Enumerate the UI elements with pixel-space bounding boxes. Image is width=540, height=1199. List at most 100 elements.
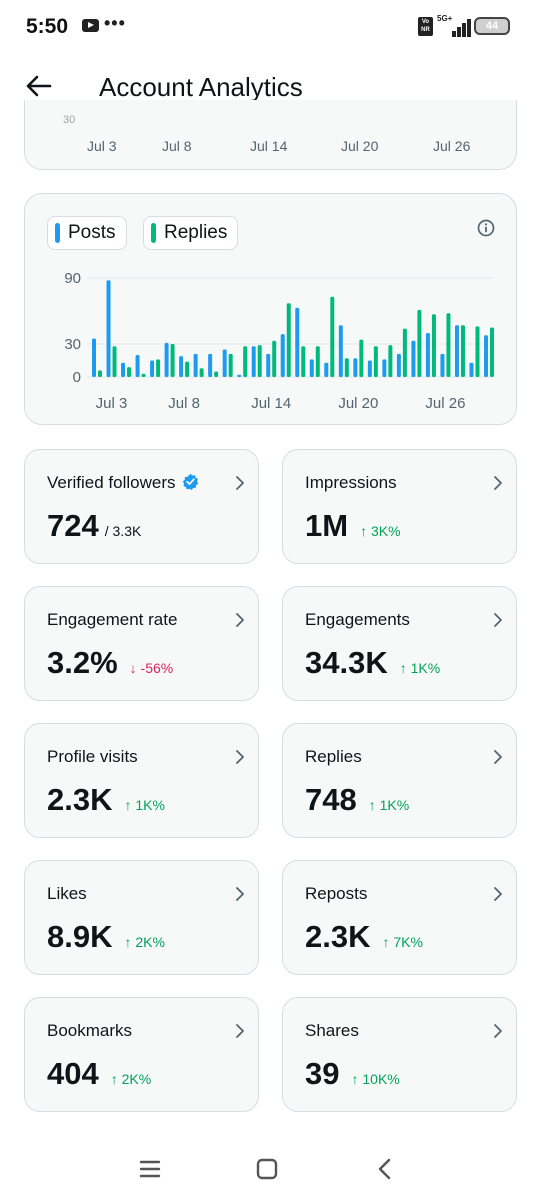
bar-posts — [411, 340, 416, 377]
bar-posts — [222, 349, 227, 377]
chevron-right-icon — [236, 613, 244, 627]
stat-card[interactable]: Impressions 1M ↑ 3K% — [282, 449, 517, 564]
home-icon[interactable] — [252, 1154, 282, 1184]
bar-posts — [484, 335, 488, 377]
bar-posts — [251, 346, 256, 377]
chevron-right-icon — [494, 613, 502, 627]
stat-label: Bookmarks — [47, 1021, 132, 1041]
stat-label-text: Shares — [305, 1021, 359, 1040]
bar-posts — [135, 355, 140, 377]
bar-posts — [121, 362, 126, 377]
bar-replies — [475, 326, 480, 377]
bar-replies — [156, 359, 161, 377]
stat-label: Verified followers — [47, 473, 199, 493]
signal-icon — [440, 17, 471, 37]
stat-value: 2.3K — [305, 919, 371, 954]
legend-label: Replies — [164, 222, 228, 243]
y-tick-label: 0 — [73, 369, 81, 386]
verified-badge-icon — [182, 473, 198, 490]
stat-label-text: Replies — [305, 747, 362, 766]
bar-replies — [330, 296, 335, 377]
legend-replies[interactable]: Replies — [143, 216, 239, 250]
stat-card[interactable]: Engagements 34.3K ↑ 1K% — [282, 586, 517, 701]
info-circle-icon[interactable] — [476, 218, 496, 238]
bar-posts — [425, 333, 430, 377]
bar-posts — [353, 358, 358, 377]
chevron-right-icon — [494, 887, 502, 901]
back-button[interactable] — [22, 68, 58, 104]
bar-replies — [272, 340, 277, 377]
network-type: 5G+ — [437, 14, 453, 23]
stat-label-text: Verified followers — [47, 473, 176, 492]
x-tick-label: Jul 3 — [96, 395, 128, 412]
system-nav-bar — [0, 1140, 540, 1199]
stat-value: 39 — [305, 1056, 340, 1091]
stat-label: Shares — [305, 1021, 359, 1041]
stat-value: 8.9K — [47, 919, 113, 954]
stat-value-row: 748 ↑ 1K% — [305, 782, 409, 818]
bar-replies — [417, 309, 422, 377]
stat-total: / 3.3K — [104, 523, 142, 539]
bar-replies — [185, 361, 190, 377]
stat-label-text: Reposts — [305, 884, 368, 903]
stat-card[interactable]: Replies 748 ↑ 1K% — [282, 723, 517, 838]
stat-label-text: Engagements — [305, 610, 410, 629]
more-notifications-icon: ••• — [104, 13, 126, 33]
stat-value: 748 — [305, 782, 357, 817]
stat-card[interactable]: Engagement rate 3.2% ↓ -56% — [24, 586, 259, 701]
stat-value-row: 34.3K ↑ 1K% — [305, 645, 440, 681]
bar-replies — [199, 368, 204, 377]
stat-label-text: Likes — [47, 884, 87, 903]
status-time: 5:50 — [26, 15, 69, 38]
bar-posts — [324, 362, 329, 377]
stat-label: Likes — [47, 884, 87, 904]
bar-posts — [179, 356, 184, 377]
stat-value: 3.2% — [47, 645, 118, 680]
x-tick-label: Jul 8 — [168, 395, 200, 412]
stat-label-text: Profile visits — [47, 747, 138, 766]
stat-change: ↑ 7K% — [382, 934, 423, 950]
bar-replies — [112, 346, 117, 377]
stat-card[interactable]: Bookmarks 404 ↑ 2K% — [24, 997, 259, 1112]
stat-value-row: 404 ↑ 2K% — [47, 1056, 151, 1092]
followers-chart-card[interactable]: 30 Jul 3 Jul 8 Jul 14 Jul 20 Jul 26 — [24, 100, 517, 170]
bar-posts — [164, 342, 169, 377]
stat-value-row: 3.2% ↓ -56% — [47, 645, 173, 681]
chevron-right-icon — [236, 750, 244, 764]
bar-replies — [460, 325, 465, 377]
page-title: Account Analytics — [99, 72, 303, 102]
stat-card[interactable]: Profile visits 2.3K ↑ 1K% — [24, 723, 259, 838]
bar-posts — [396, 353, 401, 377]
stat-value-row: 39 ↑ 10K% — [305, 1056, 400, 1092]
stat-card[interactable]: Shares 39 ↑ 10K% — [282, 997, 517, 1112]
stat-card[interactable]: Verified followers 724 / 3.3K — [24, 449, 259, 564]
bar-replies — [359, 339, 364, 377]
bar-posts — [382, 359, 387, 377]
stat-value: 404 — [47, 1056, 99, 1091]
x-tick-label: Jul 14 — [251, 395, 291, 412]
y-tick-label: 30 — [63, 114, 76, 126]
y-tick-label: 90 — [64, 270, 81, 287]
stat-label: Reposts — [305, 884, 367, 904]
stat-value-row: 724 / 3.3K — [47, 508, 141, 544]
bar-replies — [141, 373, 146, 377]
stat-value: 724 — [47, 508, 99, 543]
bar-posts — [266, 353, 271, 377]
back-nav-icon[interactable] — [370, 1154, 400, 1184]
top-app-bar: Account Analytics — [0, 56, 540, 120]
stat-card[interactable]: Reposts 2.3K ↑ 7K% — [282, 860, 517, 975]
stat-value: 34.3K — [305, 645, 388, 680]
stat-card[interactable]: Likes 8.9K ↑ 2K% — [24, 860, 259, 975]
stat-change: ↓ -56% — [129, 660, 174, 676]
bar-replies — [490, 327, 494, 377]
bar-replies — [228, 353, 233, 377]
legend-posts[interactable]: Posts — [47, 216, 127, 250]
stat-change: ↑ 1K% — [124, 797, 165, 813]
bar-replies — [286, 303, 291, 377]
recent-apps-icon[interactable] — [135, 1154, 165, 1184]
bar-replies — [98, 370, 102, 377]
chevron-right-icon — [236, 1024, 244, 1038]
bar-posts — [454, 325, 459, 377]
stat-value: 1M — [305, 508, 349, 543]
chevron-right-icon — [494, 476, 502, 490]
